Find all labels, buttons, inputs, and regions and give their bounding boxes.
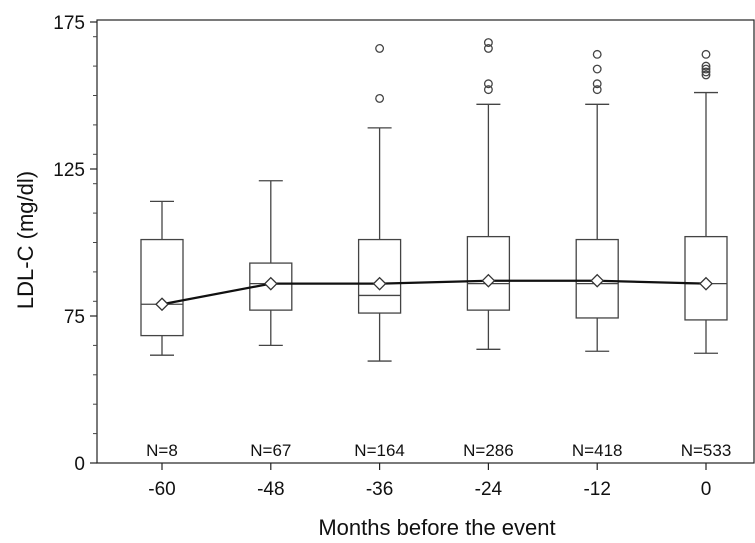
outlier-point bbox=[592, 85, 602, 95]
mean-marker bbox=[372, 276, 387, 291]
sample-size-labels: N=8 N=67 N=164 N=286 N=418 N=533 bbox=[146, 441, 731, 460]
box--36 bbox=[357, 44, 402, 362]
y-tick-label: 75 bbox=[64, 307, 85, 328]
x-tick-label: 0 bbox=[701, 479, 712, 500]
outlier-point bbox=[701, 64, 711, 74]
outlier-point bbox=[375, 93, 385, 103]
outlier-point bbox=[701, 70, 711, 80]
mean-line bbox=[161, 279, 707, 306]
x-axis: -60 -48 -36 -24 -12 0 bbox=[148, 463, 711, 500]
mean-marker bbox=[699, 276, 713, 291]
outlier-point bbox=[483, 38, 493, 48]
y-tick-label: 125 bbox=[53, 160, 85, 181]
y-tick-label: 0 bbox=[74, 454, 85, 475]
n-label: N=67 bbox=[250, 441, 291, 460]
mean-marker bbox=[155, 297, 169, 312]
n-label: N=418 bbox=[572, 441, 623, 460]
outlier-point bbox=[701, 61, 711, 71]
box--24 bbox=[466, 38, 511, 350]
outlier-point bbox=[483, 44, 493, 53]
mean-marker bbox=[481, 273, 496, 288]
iqr-box bbox=[140, 238, 184, 337]
n-label: N=8 bbox=[146, 441, 178, 460]
x-tick-label: -36 bbox=[366, 479, 393, 500]
outlier-point bbox=[375, 44, 385, 53]
y-axis-title: LDL-C (mg/dl) bbox=[13, 171, 38, 309]
box--60 bbox=[140, 200, 184, 356]
iqr-box bbox=[684, 235, 728, 321]
box-0 bbox=[684, 49, 728, 354]
outlier-point bbox=[483, 79, 493, 89]
x-tick-label: -24 bbox=[475, 479, 503, 500]
plot-frame bbox=[96, 19, 755, 464]
outlier-point bbox=[701, 49, 711, 59]
iqr-box bbox=[575, 238, 619, 319]
x-tick-label: -60 bbox=[148, 479, 175, 500]
box--48 bbox=[249, 180, 293, 347]
mean-marker bbox=[263, 276, 278, 291]
iqr-box bbox=[466, 235, 511, 311]
n-label: N=286 bbox=[463, 441, 514, 460]
outlier-point bbox=[592, 79, 602, 89]
outlier-point bbox=[701, 67, 711, 77]
box-series bbox=[140, 38, 728, 362]
box--12 bbox=[575, 49, 619, 352]
x-tick-label: -12 bbox=[583, 479, 610, 500]
mean-marker bbox=[590, 273, 605, 288]
n-label: N=164 bbox=[354, 441, 405, 460]
y-axis: 0 75 125 175 bbox=[53, 13, 97, 475]
iqr-box bbox=[357, 238, 402, 314]
y-tick-label: 175 bbox=[53, 13, 85, 34]
mean-line-group bbox=[155, 273, 713, 312]
x-tick-label: -48 bbox=[257, 479, 284, 500]
outlier-point bbox=[592, 64, 602, 74]
n-label: N=533 bbox=[681, 441, 732, 460]
x-axis-title: Months before the event bbox=[318, 515, 555, 540]
outlier-point bbox=[592, 49, 602, 59]
outlier-point bbox=[483, 85, 493, 95]
